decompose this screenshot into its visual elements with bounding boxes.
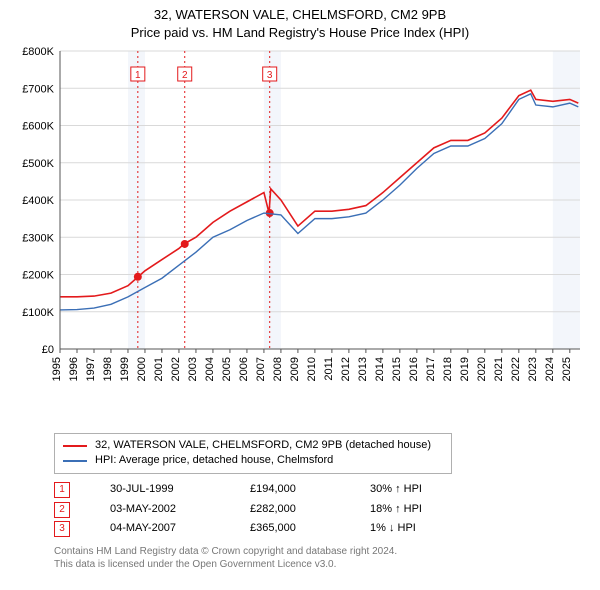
svg-text:2025: 2025 bbox=[561, 357, 573, 381]
svg-text:2000: 2000 bbox=[136, 357, 148, 381]
svg-text:£600K: £600K bbox=[22, 121, 54, 133]
sale-diff: 18% ↑ HPI bbox=[370, 500, 450, 520]
svg-text:1998: 1998 bbox=[102, 357, 114, 381]
legend-swatch bbox=[63, 445, 87, 447]
sale-marker-icon: 3 bbox=[54, 521, 70, 537]
sale-diff: 30% ↑ HPI bbox=[370, 480, 450, 500]
svg-text:2023: 2023 bbox=[527, 357, 539, 381]
svg-text:£400K: £400K bbox=[22, 195, 54, 207]
svg-text:2020: 2020 bbox=[476, 357, 488, 381]
svg-text:2013: 2013 bbox=[357, 357, 369, 381]
svg-text:2007: 2007 bbox=[255, 357, 267, 381]
svg-text:1: 1 bbox=[135, 70, 141, 81]
svg-text:2021: 2021 bbox=[493, 357, 505, 381]
svg-text:2002: 2002 bbox=[170, 357, 182, 381]
sale-marker-icon: 2 bbox=[54, 502, 70, 518]
svg-text:2024: 2024 bbox=[544, 357, 556, 381]
svg-text:2006: 2006 bbox=[238, 357, 250, 381]
svg-text:1997: 1997 bbox=[85, 357, 97, 381]
svg-text:2022: 2022 bbox=[510, 357, 522, 381]
svg-text:2: 2 bbox=[182, 70, 188, 81]
svg-text:1999: 1999 bbox=[119, 357, 131, 381]
sale-diff: 1% ↓ HPI bbox=[370, 519, 450, 539]
svg-text:£100K: £100K bbox=[22, 307, 54, 319]
svg-text:2003: 2003 bbox=[187, 357, 199, 381]
svg-text:1996: 1996 bbox=[68, 357, 80, 381]
svg-text:2015: 2015 bbox=[391, 357, 403, 381]
sale-price: £194,000 bbox=[250, 480, 330, 500]
svg-text:3: 3 bbox=[267, 70, 273, 81]
sales-table: 1 30-JUL-1999 £194,000 30% ↑ HPI 2 03-MAY-200… bbox=[54, 480, 590, 539]
svg-text:2011: 2011 bbox=[323, 357, 335, 381]
sale-row: 2 03-MAY-2002 £282,000 18% ↑ HPI bbox=[54, 500, 590, 520]
title-line-2: Price paid vs. HM Land Registry's House … bbox=[10, 24, 590, 42]
legend-label: HPI: Average price, detached house, Chel… bbox=[95, 453, 333, 468]
svg-text:£700K: £700K bbox=[22, 83, 54, 95]
svg-text:£500K: £500K bbox=[22, 158, 54, 170]
svg-text:£0: £0 bbox=[42, 344, 54, 356]
svg-text:2001: 2001 bbox=[153, 357, 165, 381]
svg-text:2010: 2010 bbox=[306, 357, 318, 381]
legend-item: HPI: Average price, detached house, Chel… bbox=[63, 453, 443, 468]
legend-label: 32, WATERSON VALE, CHELMSFORD, CM2 9PB (… bbox=[95, 438, 431, 453]
chart-svg: £0 £100K £200K £300K £400K £500K £600K £700K £80… bbox=[10, 45, 590, 385]
svg-text:£800K: £800K bbox=[22, 46, 54, 58]
svg-text:£200K: £200K bbox=[22, 270, 54, 282]
svg-text:2012: 2012 bbox=[340, 357, 352, 381]
sale-price: £365,000 bbox=[250, 519, 330, 539]
chart-title: 32, WATERSON VALE, CHELMSFORD, CM2 9PB P… bbox=[10, 6, 590, 41]
sale-date: 04-MAY-2007 bbox=[110, 519, 210, 539]
svg-text:2005: 2005 bbox=[221, 357, 233, 381]
sale-price: £282,000 bbox=[250, 500, 330, 520]
svg-text:2017: 2017 bbox=[425, 357, 437, 381]
svg-text:2008: 2008 bbox=[272, 357, 284, 381]
title-line-1: 32, WATERSON VALE, CHELMSFORD, CM2 9PB bbox=[10, 6, 590, 24]
sale-date: 30-JUL-1999 bbox=[110, 480, 210, 500]
sale-marker-icon: 1 bbox=[54, 482, 70, 498]
svg-text:2009: 2009 bbox=[289, 357, 301, 381]
footer-line-2: This data is licensed under the Open Gov… bbox=[54, 558, 590, 571]
svg-text:2004: 2004 bbox=[204, 357, 216, 381]
sale-row: 1 30-JUL-1999 £194,000 30% ↑ HPI bbox=[54, 480, 590, 500]
svg-text:2016: 2016 bbox=[408, 357, 420, 381]
footer-line-1: Contains HM Land Registry data © Crown c… bbox=[54, 545, 590, 558]
legend-swatch bbox=[63, 460, 87, 462]
price-chart: £0 £100K £200K £300K £400K £500K £600K £700K £80… bbox=[10, 45, 590, 425]
svg-text:2019: 2019 bbox=[459, 357, 471, 381]
sale-date: 03-MAY-2002 bbox=[110, 500, 210, 520]
svg-text:2014: 2014 bbox=[374, 357, 386, 381]
footer-attribution: Contains HM Land Registry data © Crown c… bbox=[54, 545, 590, 571]
legend: 32, WATERSON VALE, CHELMSFORD, CM2 9PB (… bbox=[54, 433, 452, 474]
legend-item: 32, WATERSON VALE, CHELMSFORD, CM2 9PB (… bbox=[63, 438, 443, 453]
svg-text:£300K: £300K bbox=[22, 232, 54, 244]
svg-text:1995: 1995 bbox=[51, 357, 63, 381]
sale-row: 3 04-MAY-2007 £365,000 1% ↓ HPI bbox=[54, 519, 590, 539]
svg-text:2018: 2018 bbox=[442, 357, 454, 381]
